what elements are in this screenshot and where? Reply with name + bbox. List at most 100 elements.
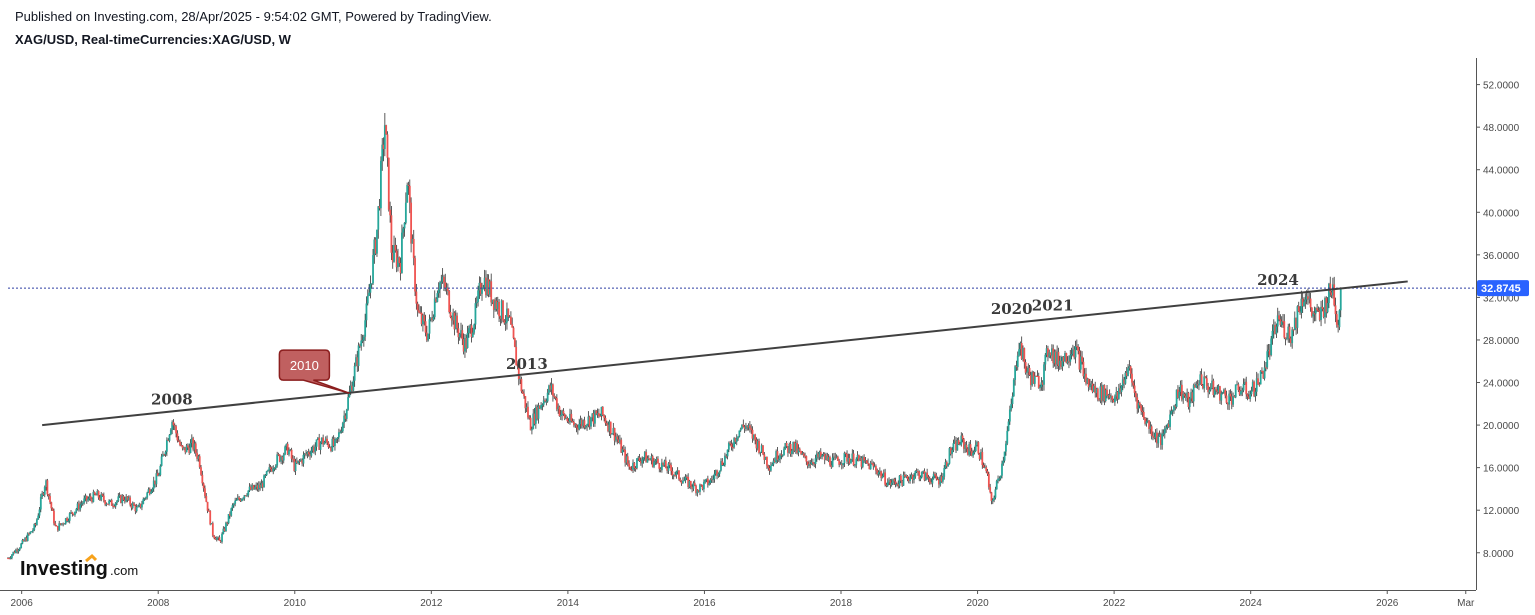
y-tick-label: 32.0000 — [1483, 293, 1520, 304]
candle-down — [649, 459, 651, 461]
candle-down — [609, 421, 612, 435]
candle-down — [410, 202, 413, 244]
candle-down — [662, 462, 665, 466]
candle-up — [131, 503, 134, 508]
candle-up — [943, 468, 946, 477]
candle-down — [1219, 386, 1221, 401]
candle-down — [1274, 325, 1277, 334]
candle-up — [1008, 409, 1011, 422]
candle-up — [968, 444, 971, 455]
candle-up — [116, 500, 118, 503]
candle-down — [415, 291, 418, 304]
candle-up — [14, 549, 17, 554]
candle-up — [302, 454, 305, 464]
candle-up — [402, 228, 405, 233]
candle-up — [1188, 398, 1191, 407]
candle-up — [1045, 348, 1048, 355]
candle-down — [450, 317, 453, 321]
candle-up — [165, 439, 168, 452]
candle-down — [553, 395, 556, 397]
candle-up — [959, 444, 961, 446]
candle-down — [670, 465, 672, 471]
candle-down — [59, 523, 62, 525]
candle-up — [1124, 372, 1127, 384]
candle-down — [1187, 392, 1190, 407]
candle-up — [32, 529, 34, 532]
candle-up — [1251, 381, 1254, 391]
candle-down — [120, 495, 122, 503]
candle-down — [328, 447, 331, 449]
candle-down — [562, 410, 565, 415]
candle-up — [1286, 338, 1288, 340]
candle-down — [1041, 382, 1044, 385]
candle-down — [91, 498, 93, 502]
candle-down — [425, 332, 428, 341]
candle-down — [1156, 432, 1158, 444]
candle-up — [471, 332, 474, 337]
candle-up — [684, 476, 687, 481]
candle-down — [917, 471, 919, 473]
candle-down — [751, 429, 754, 439]
candle-down — [271, 469, 273, 472]
candle-up — [1012, 379, 1015, 397]
candle-up — [794, 442, 797, 451]
candle-up — [548, 385, 550, 393]
candle-up — [1137, 402, 1140, 409]
candle-up — [890, 482, 893, 486]
candle-up — [1198, 383, 1200, 386]
candle-down — [1125, 372, 1128, 376]
candle-down — [840, 463, 843, 466]
candle-down — [1174, 405, 1177, 407]
candle-up — [373, 239, 376, 256]
candle-up — [316, 437, 319, 440]
candle-down — [923, 470, 926, 481]
candle-down — [817, 453, 820, 458]
candle-up — [1165, 427, 1168, 429]
candle-down — [693, 482, 696, 486]
candle-up — [355, 357, 357, 366]
candle-up — [747, 425, 750, 428]
candle-up — [1179, 384, 1182, 392]
candle-up — [1271, 330, 1274, 339]
candle-down — [697, 490, 700, 492]
candle-up — [611, 433, 613, 435]
candle-down — [1035, 375, 1038, 377]
candle-up — [1050, 348, 1053, 356]
candle-down — [716, 470, 718, 476]
candle-up — [718, 470, 721, 474]
candle-down — [1150, 426, 1153, 436]
candle-down — [499, 316, 502, 319]
candle-down — [1318, 310, 1321, 320]
candle-down — [201, 474, 204, 484]
candle-down — [293, 459, 296, 471]
candle-up — [951, 450, 953, 454]
candle-down — [1123, 379, 1126, 384]
candle-up — [474, 303, 477, 325]
candle-up — [1090, 383, 1093, 386]
y-tick-label: 16.0000 — [1483, 464, 1520, 475]
candle-up — [1066, 361, 1069, 363]
candle-up — [1018, 349, 1020, 356]
candle-up — [974, 444, 977, 452]
candle-down — [911, 474, 914, 480]
candle-down — [176, 433, 179, 441]
candle-up — [1192, 385, 1195, 402]
candle-up — [366, 295, 369, 304]
candle-down — [804, 455, 806, 457]
candle-down — [1301, 298, 1304, 307]
x-tick-label: 2024 — [1240, 598, 1263, 609]
trendline[interactable] — [42, 280, 1408, 427]
candle-down — [755, 439, 758, 449]
candle-down — [277, 454, 280, 456]
candle-down — [126, 496, 129, 500]
candle-up — [1178, 391, 1181, 398]
candle-down — [139, 503, 142, 508]
candle-up — [1079, 356, 1082, 370]
candle-up — [541, 404, 544, 406]
candle-down — [533, 413, 536, 424]
annotation-label-2013: 2013 — [506, 355, 548, 373]
candle-down — [961, 435, 964, 440]
candle-down — [326, 438, 328, 443]
candle-down — [580, 419, 583, 426]
